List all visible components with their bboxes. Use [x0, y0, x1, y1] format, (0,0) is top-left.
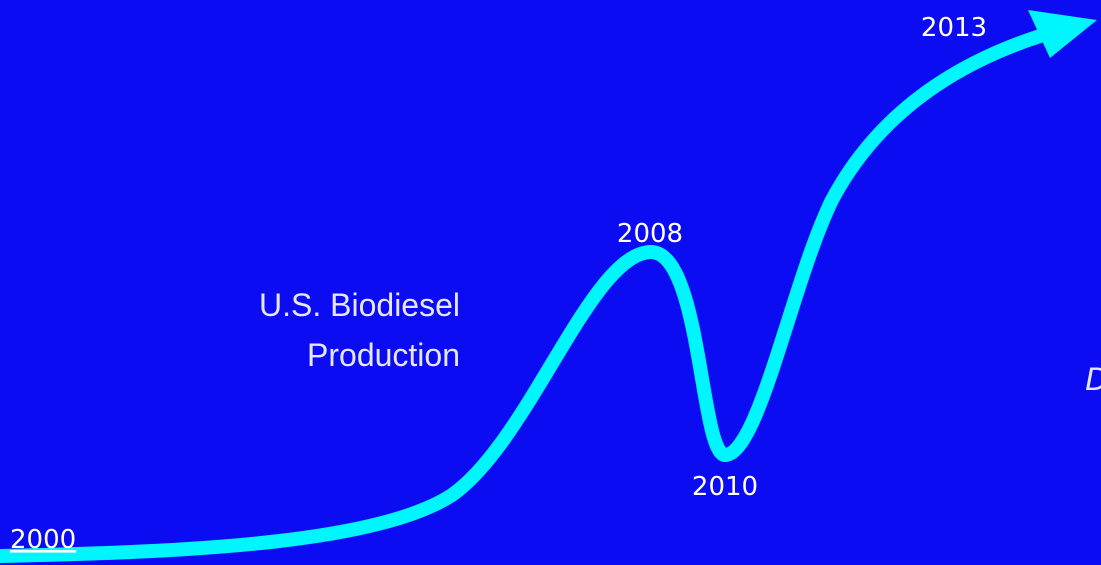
year-label: 2010	[692, 472, 758, 502]
year-label: 2013	[921, 13, 987, 43]
arrow-head	[1028, 10, 1097, 58]
year-label: 2008	[617, 219, 683, 249]
title-line: U.S. Biodiesel	[259, 287, 460, 323]
title-line: Production	[307, 337, 460, 373]
year-label: 2000	[10, 525, 76, 555]
edge-text: D	[1085, 361, 1101, 397]
growth-curve	[0, 29, 1047, 563]
